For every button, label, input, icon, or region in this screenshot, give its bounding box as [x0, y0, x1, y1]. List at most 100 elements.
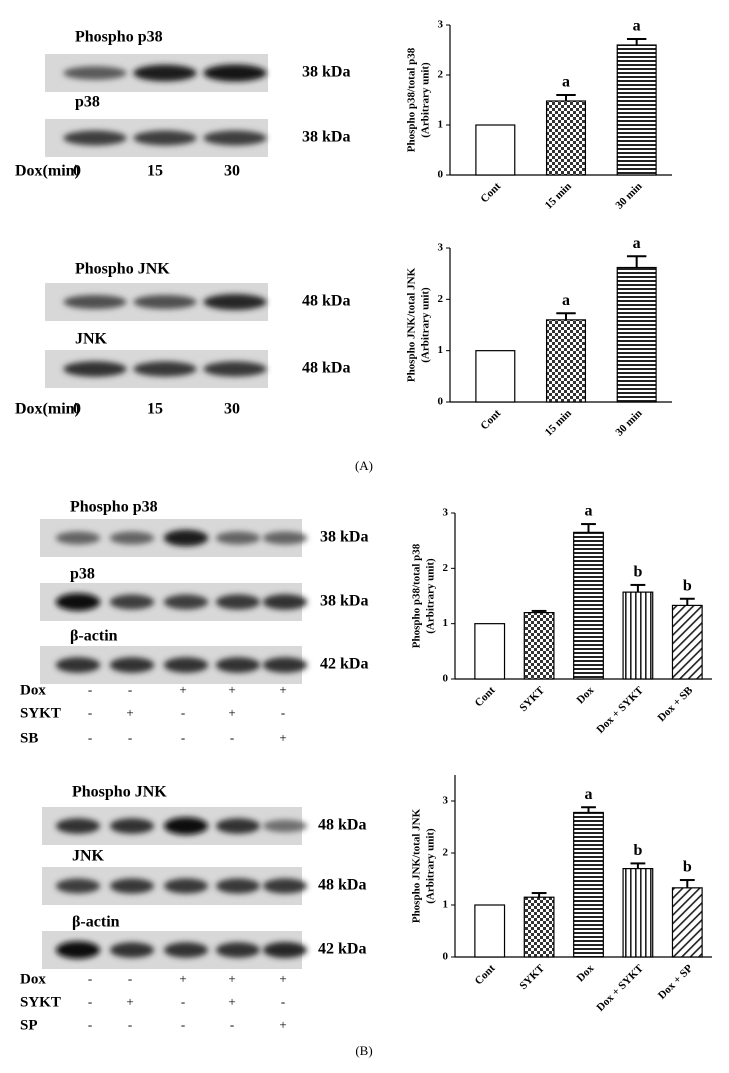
- bar: [545, 319, 587, 403]
- treatment-sign: +: [228, 682, 235, 697]
- lane-title: Dox(min): [15, 401, 80, 418]
- treatment-sign: -: [181, 730, 185, 745]
- blot-band: [109, 942, 155, 958]
- blot-band: [203, 64, 267, 82]
- kda-label: 42 kDa: [320, 656, 368, 673]
- treatment-sign: +: [228, 705, 235, 720]
- kda-label: 48 kDa: [302, 293, 350, 310]
- kda-label: 48 kDa: [302, 360, 350, 377]
- bar: [616, 266, 657, 403]
- blot-band: [163, 594, 209, 610]
- bar: [474, 623, 506, 680]
- bar: [573, 531, 604, 680]
- y-tick-label: 3: [438, 242, 444, 254]
- significance-label: a: [585, 503, 593, 520]
- blot-band: [133, 64, 197, 82]
- significance-label: a: [585, 786, 593, 803]
- bar: [523, 611, 555, 680]
- blot-band: [163, 817, 209, 835]
- treatment-sign: -: [88, 705, 92, 720]
- x-tick-label: Dox + SYKT: [594, 684, 646, 736]
- treatment-sign: +: [179, 971, 186, 986]
- y-axis-label: (Arbitrary unit): [420, 62, 432, 138]
- treatment-sign: +: [228, 971, 235, 986]
- significance-label: a: [562, 292, 570, 309]
- blot-band: [109, 818, 155, 834]
- y-axis-label: (Arbitrary unit): [420, 287, 432, 363]
- x-tick-label: 30 min: [613, 407, 644, 438]
- blot-band: [55, 941, 101, 959]
- treatment-sign: +: [279, 682, 286, 697]
- x-tick-label: Cont: [478, 180, 503, 205]
- x-tick-label: Dox + SP: [656, 962, 695, 1001]
- lane-label: 15: [147, 401, 163, 418]
- bar: [475, 350, 516, 403]
- treatment-sign: -: [88, 1017, 92, 1032]
- blot-label: Phospho p38: [75, 29, 163, 46]
- treatment-sign: +: [126, 705, 133, 720]
- blot-band: [163, 529, 209, 547]
- bar: [475, 124, 516, 176]
- blot-band: [215, 942, 261, 958]
- blot-band: [133, 361, 197, 377]
- treatment-label: SYKT: [20, 705, 61, 721]
- treatment-sign: +: [179, 682, 186, 697]
- significance-label: a: [633, 18, 641, 35]
- treatment-sign: +: [279, 730, 286, 745]
- y-axis-label: Phospho JNK/total JNK: [406, 267, 418, 382]
- blot-band: [262, 819, 308, 833]
- blot-band: [55, 531, 101, 545]
- x-tick-label: 15 min: [543, 407, 574, 438]
- blot-band: [163, 942, 209, 958]
- blot-band: [63, 66, 127, 80]
- treatment-sign: -: [181, 1017, 185, 1032]
- y-tick-label: 2: [443, 847, 449, 859]
- treatment-sign: -: [281, 994, 285, 1009]
- blot-band: [55, 593, 101, 611]
- blot-band: [109, 657, 155, 673]
- blot-band: [55, 878, 101, 894]
- treatment-sign: -: [88, 994, 92, 1009]
- x-tick-label: 30 min: [613, 180, 644, 211]
- blot-band: [215, 594, 261, 610]
- blot-band: [109, 878, 155, 894]
- x-tick-label: Dox + SB: [655, 684, 695, 724]
- blot-band: [63, 295, 127, 309]
- y-tick-label: 1: [443, 617, 449, 629]
- treatment-label: SB: [20, 730, 38, 746]
- significance-label: a: [562, 74, 570, 91]
- blot-band: [203, 361, 267, 377]
- bar: [616, 44, 657, 176]
- bar: [573, 811, 604, 958]
- blot-band: [133, 130, 197, 146]
- blot-band: [203, 294, 267, 310]
- y-tick-label: 3: [443, 507, 449, 519]
- blot-label: JNK: [75, 331, 108, 348]
- y-tick-label: 1: [438, 119, 444, 131]
- treatment-sign: +: [126, 994, 133, 1009]
- x-tick-label: Cont: [478, 407, 503, 432]
- y-tick-label: 0: [438, 169, 444, 181]
- blot-band: [163, 878, 209, 894]
- y-axis-label: Phospho JNK/total JNK: [411, 808, 423, 923]
- blot-band: [55, 657, 101, 673]
- blot-label: Phospho JNK: [75, 261, 170, 278]
- significance-label: b: [633, 564, 642, 581]
- y-tick-label: 3: [438, 19, 444, 31]
- kda-label: 48 kDa: [318, 817, 366, 834]
- blot-band: [215, 531, 261, 545]
- treatment-sign: -: [230, 730, 234, 745]
- blot-label: JNK: [72, 848, 105, 865]
- y-tick-label: 2: [438, 69, 444, 81]
- blot-band: [109, 531, 155, 545]
- bar: [671, 604, 703, 680]
- bar: [474, 904, 506, 958]
- kda-label: 38 kDa: [302, 64, 350, 81]
- significance-label: b: [683, 859, 692, 876]
- treatment-sign: +: [279, 971, 286, 986]
- y-tick-label: 1: [443, 899, 449, 911]
- y-tick-label: 0: [443, 951, 449, 963]
- treatment-label: SYKT: [20, 994, 61, 1010]
- blot-band: [262, 657, 308, 673]
